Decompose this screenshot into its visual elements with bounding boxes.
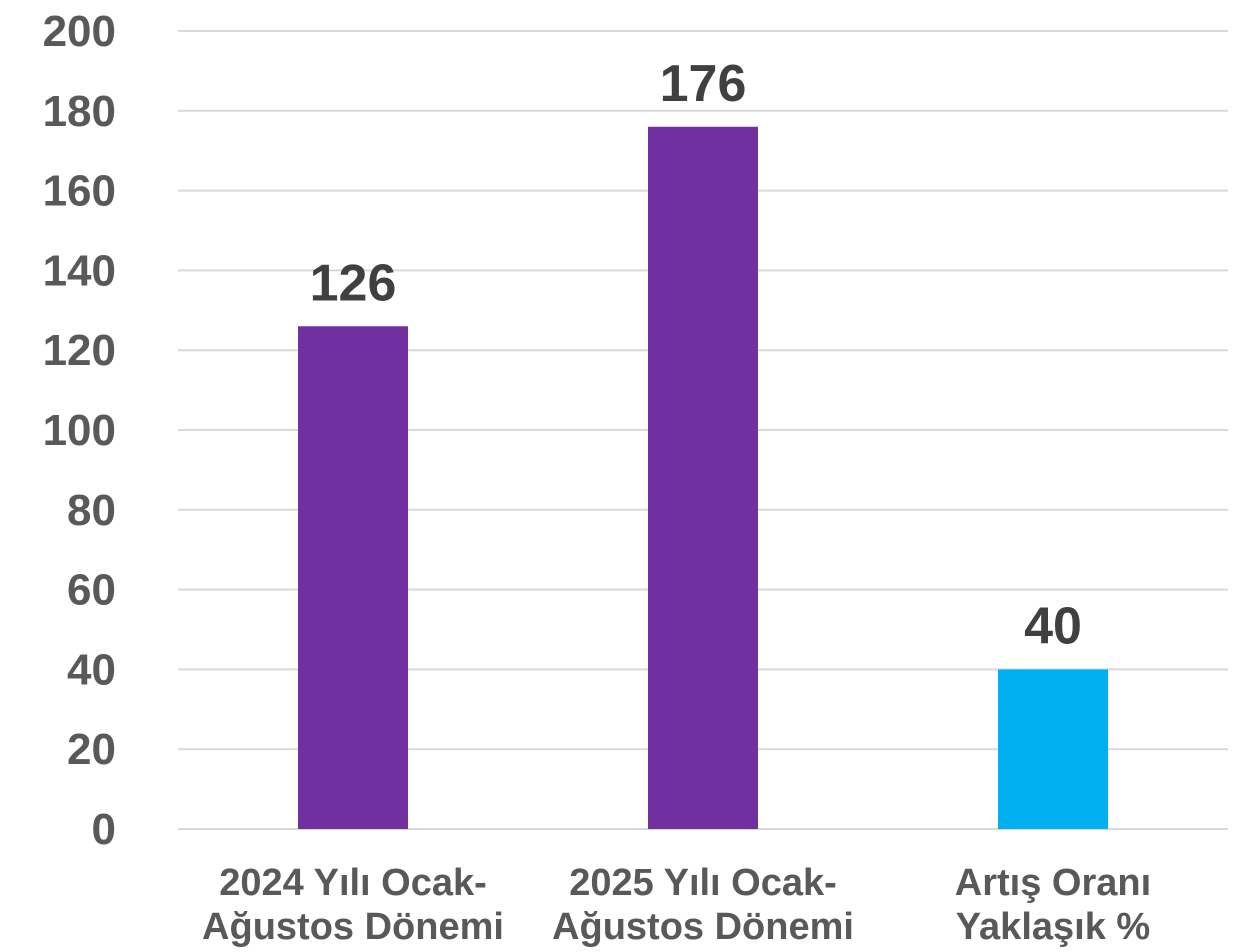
y-tick-label-80: 80 [67, 486, 116, 535]
y-tick-label-180: 180 [43, 87, 116, 136]
y-tick-label-40: 40 [67, 645, 116, 694]
data-label-2: 176 [660, 55, 747, 113]
y-tick-label-0: 0 [92, 805, 116, 854]
x-tick-label-1: 2024 Yılı Ocak-Ağustos Dönemi [202, 862, 504, 948]
x-tick-label-2: 2025 Yılı Ocak-Ağustos Dönemi [552, 862, 854, 948]
data-labels: 126 176 40 [310, 55, 1082, 656]
bar-2 [648, 126, 758, 829]
x-axis-tick-labels: 2024 Yılı Ocak-Ağustos Dönemi 2025 Yılı O… [202, 862, 1151, 948]
y-tick-label-120: 120 [43, 326, 116, 375]
y-tick-label-60: 60 [67, 566, 116, 615]
bar-1 [298, 326, 408, 829]
y-tick-label-100: 100 [43, 406, 116, 455]
y-tick-label-160: 160 [43, 167, 116, 216]
y-tick-label-20: 20 [67, 725, 116, 774]
data-label-1: 126 [310, 254, 397, 312]
bar-3 [998, 669, 1108, 829]
y-axis-tick-labels: 0 20 40 60 80 100 120 140 160 180 200 [43, 7, 116, 854]
y-tick-label-140: 140 [43, 246, 116, 295]
y-tick-label-200: 200 [43, 7, 116, 56]
x-tick-label-3: Artış Oranı Yaklaşık % [955, 862, 1151, 948]
data-label-3: 40 [1024, 597, 1082, 655]
bars [298, 126, 1108, 829]
